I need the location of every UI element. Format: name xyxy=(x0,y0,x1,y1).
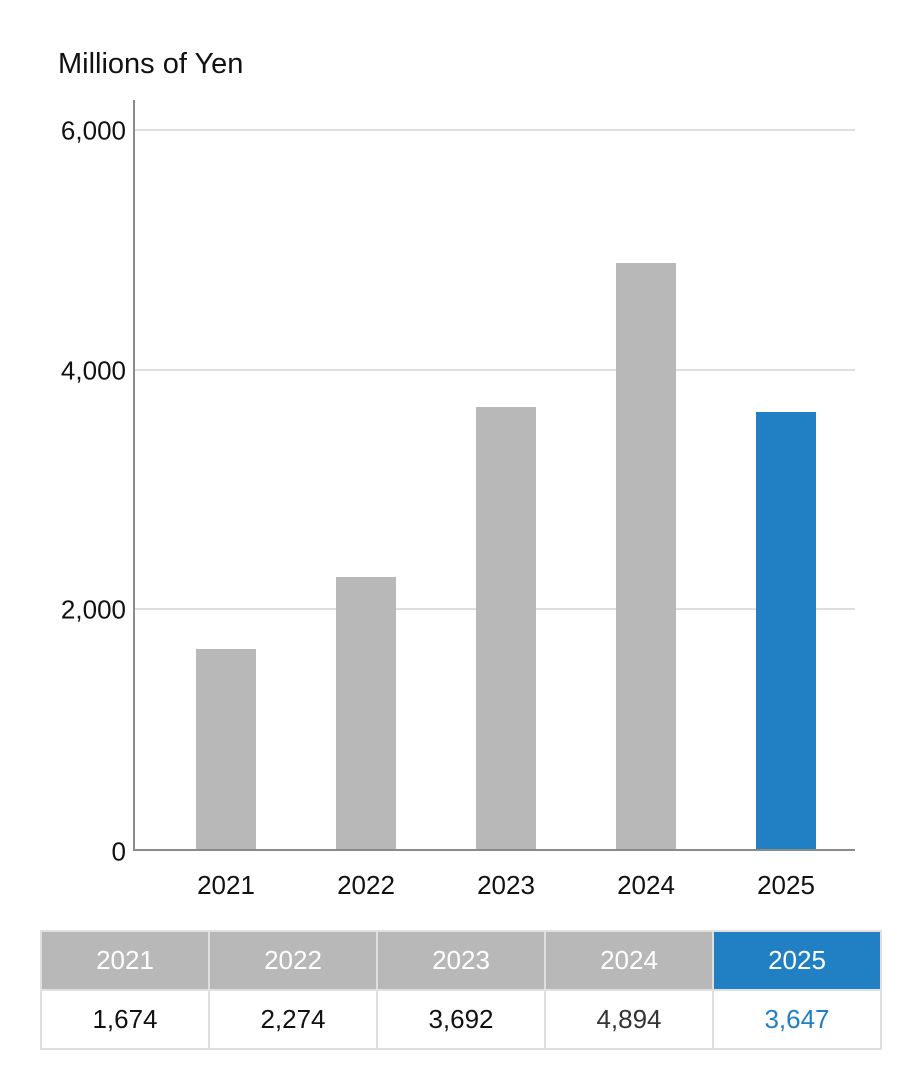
y-tick-6000: 6,000 xyxy=(60,115,126,146)
x-tick-2024: 2024 xyxy=(617,870,675,900)
table-header-cell-highlight: 2025 xyxy=(712,930,882,991)
table-cell: 1,674 xyxy=(40,989,210,1050)
bar-2025 xyxy=(756,412,816,850)
table-cell: 3,692 xyxy=(376,989,546,1050)
x-tick-2023: 2023 xyxy=(477,870,535,900)
y-tick-2000: 2,000 xyxy=(60,594,126,625)
bar-2022 xyxy=(336,577,396,850)
gridline-4000 xyxy=(135,369,855,371)
table-header-cell: 2022 xyxy=(208,930,378,991)
bar-2023 xyxy=(476,406,536,850)
table-header-cell: 2021 xyxy=(40,930,210,991)
x-tick-2022: 2022 xyxy=(337,870,395,900)
unit-label: Millions of Yen xyxy=(58,48,244,80)
x-axis xyxy=(133,849,855,851)
bar-2021 xyxy=(196,649,256,850)
x-tick-2021: 2021 xyxy=(197,870,255,900)
bar-2024 xyxy=(616,262,676,850)
y-tick-0: 0 xyxy=(111,836,126,867)
y-tick-4000: 4,000 xyxy=(60,355,126,386)
bar-chart: 6,000 4,000 2,000 0 2021 2022 2023 2024 … xyxy=(60,100,855,900)
x-tick-2025: 2025 xyxy=(757,870,815,900)
table-cell-highlight: 3,647 xyxy=(712,989,882,1050)
y-axis xyxy=(133,100,135,851)
table-cell: 4,894 xyxy=(544,989,714,1050)
table-row: 1,674 2,274 3,692 4,894 3,647 xyxy=(40,989,882,1050)
data-table: 2021 2022 2023 2024 2025 1,674 2,274 3,6… xyxy=(40,930,882,1050)
table-header-row: 2021 2022 2023 2024 2025 xyxy=(40,930,882,991)
table-cell: 2,274 xyxy=(208,989,378,1050)
table-header-cell: 2023 xyxy=(376,930,546,991)
gridline-6000 xyxy=(135,129,855,131)
table-header-cell: 2024 xyxy=(544,930,714,991)
